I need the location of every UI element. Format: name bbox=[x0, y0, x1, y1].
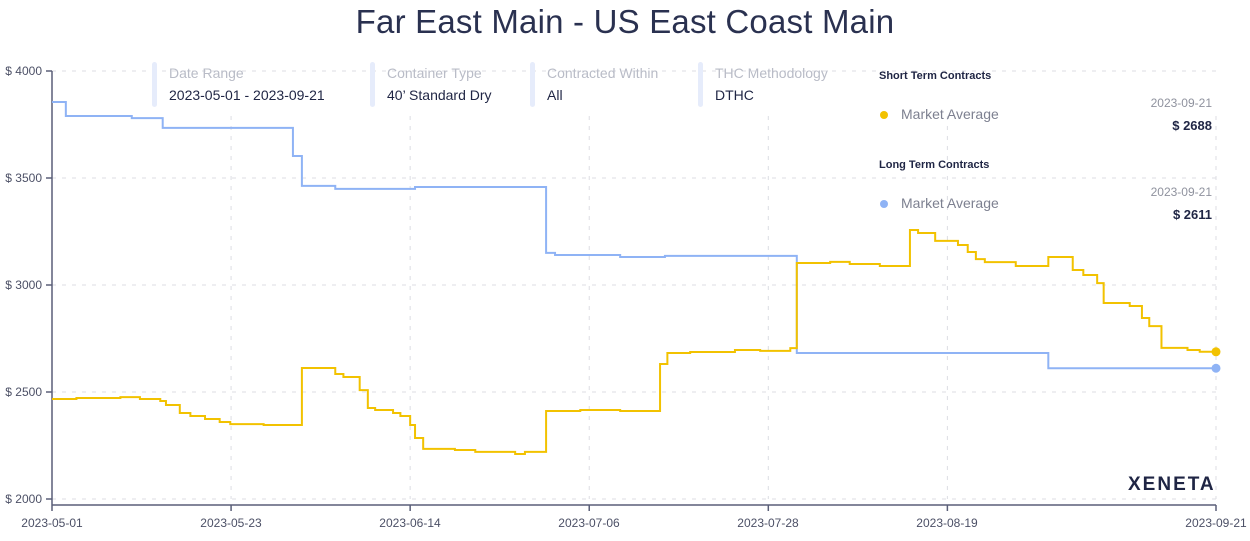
x-tick-label: 2023-05-01 bbox=[21, 516, 83, 530]
x-tick-label: 2023-08-19 bbox=[916, 516, 978, 530]
filter-separator bbox=[698, 62, 703, 107]
filter-separator bbox=[530, 62, 535, 107]
filter-label: THC Methodology bbox=[715, 65, 828, 81]
series-lines bbox=[52, 101, 1221, 456]
legend-long-term-name[interactable]: Market Average bbox=[901, 195, 999, 211]
legend-dot-yellow-icon bbox=[880, 111, 888, 119]
legend-short-term-date: 2023-09-21 bbox=[1150, 96, 1212, 110]
y-tick-label: $ 3000 bbox=[5, 278, 42, 292]
y-tick-label: $ 4000 bbox=[5, 64, 42, 78]
legend-short-term-title: Short Term Contracts bbox=[879, 70, 992, 82]
legend-long-term-value: $ 2611 bbox=[1172, 207, 1212, 222]
x-tick-label: 2023-05-23 bbox=[200, 516, 262, 530]
y-tick-label: $ 2500 bbox=[5, 385, 42, 399]
filter-label: Date Range bbox=[169, 65, 244, 81]
filter-value: 40’ Standard Dry bbox=[387, 87, 492, 103]
legend-short-term-name[interactable]: Market Average bbox=[901, 106, 999, 122]
x-tick-label: 2023-07-06 bbox=[558, 516, 620, 530]
filter-value: 2023-05-01 - 2023-09-21 bbox=[169, 87, 325, 103]
x-tick-label: 2023-09-21 bbox=[1185, 516, 1247, 530]
legend-long-term-title: Long Term Contracts bbox=[879, 159, 990, 171]
filter-date-range[interactable]: Date Range 2023-05-01 - 2023-09-21 bbox=[152, 62, 325, 107]
y-tick-label: $ 3500 bbox=[5, 171, 42, 185]
filter-value: DTHC bbox=[715, 87, 754, 103]
y-tick-label: $ 2000 bbox=[5, 492, 42, 506]
x-tick-label: 2023-07-28 bbox=[737, 516, 799, 530]
filter-separator bbox=[370, 62, 375, 107]
filter-thc-methodology[interactable]: THC Methodology DTHC bbox=[698, 62, 828, 107]
xeneta-logo: XENETA bbox=[1128, 474, 1216, 495]
filter-container-type[interactable]: Container Type 40’ Standard Dry bbox=[370, 62, 492, 107]
chart-title: Far East Main - US East Coast Main bbox=[355, 3, 895, 40]
legend-dot-blue-icon bbox=[880, 200, 888, 208]
filter-value: All bbox=[547, 87, 563, 103]
grid-lines bbox=[52, 70, 1217, 500]
filter-label: Container Type bbox=[387, 65, 482, 81]
axes bbox=[46, 70, 1217, 511]
x-tick-label: 2023-06-14 bbox=[379, 516, 441, 530]
filter-separator bbox=[152, 62, 157, 107]
legend-long-term-date: 2023-09-21 bbox=[1150, 185, 1212, 199]
legend-short-term-value: $ 2688 bbox=[1172, 118, 1212, 133]
filter-contracted-within[interactable]: Contracted Within All bbox=[530, 62, 658, 107]
filter-label: Contracted Within bbox=[547, 65, 659, 81]
